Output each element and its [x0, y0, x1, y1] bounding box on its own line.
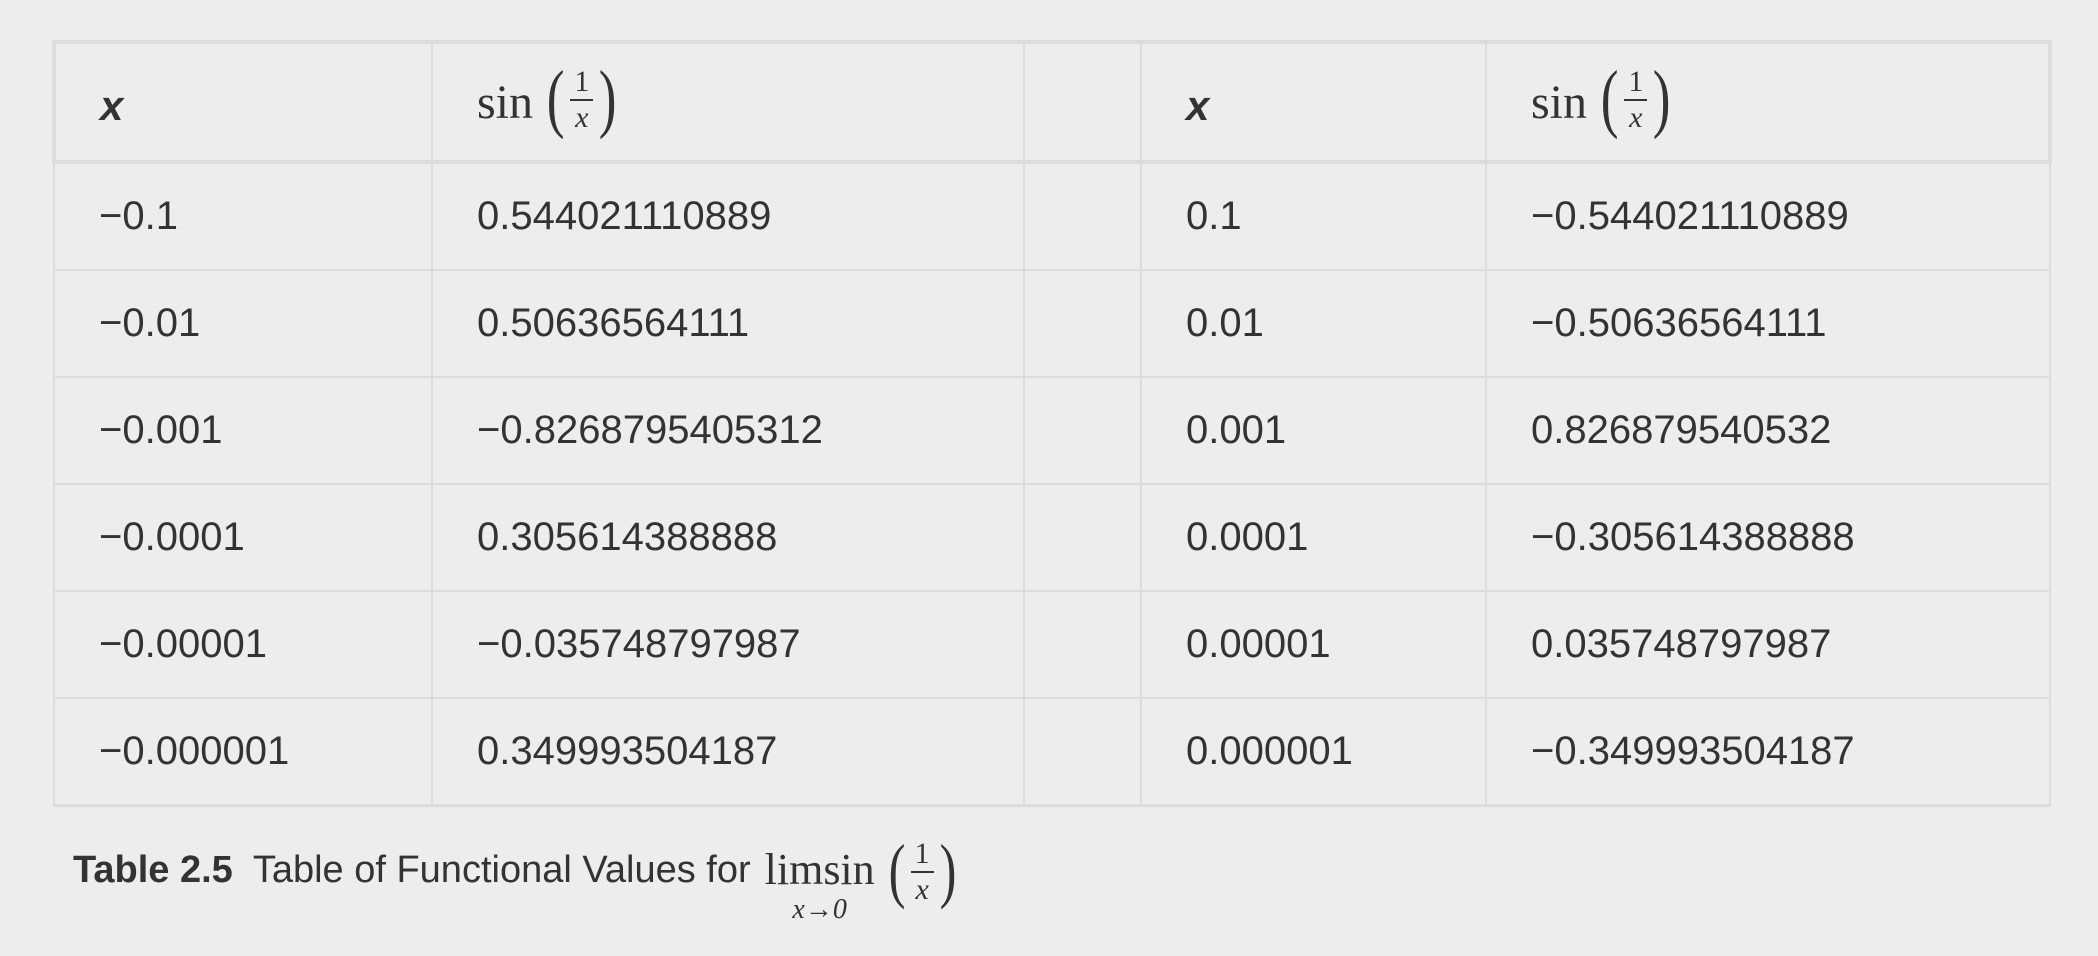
- cell-pos-value: −0.50636564111: [1485, 269, 2051, 378]
- header-sin-negative: sin ( 1 x ): [431, 40, 1025, 164]
- sin-one-over-x-expression: sin ( 1 x ): [1531, 56, 1671, 140]
- caption-label: Table 2.5: [73, 849, 233, 891]
- cell-pos-x: 0.00001: [1140, 590, 1487, 699]
- cell-pos-x: 0.000001: [1140, 697, 1487, 807]
- cell-pos-value: −0.305614388888: [1485, 483, 2051, 592]
- table-row: −0.0001 0.305614388888 0.0001 −0.3056143…: [53, 483, 2051, 592]
- table-row: −0.000001 0.349993504187 0.000001 −0.349…: [53, 697, 2051, 807]
- cell-pos-x: 0.1: [1140, 161, 1487, 271]
- gap-cell: [1023, 483, 1142, 592]
- gap-cell: [1023, 697, 1142, 807]
- cell-neg-value: −0.035748797987: [431, 590, 1025, 699]
- functional-values-table-container: x sin ( 1 x ) x sin: [52, 40, 2052, 807]
- cell-neg-value: 0.50636564111: [431, 269, 1025, 378]
- cell-neg-x: −0.0001: [53, 483, 433, 592]
- table-caption: Table 2.5 Table of Functional Values for…: [73, 834, 960, 924]
- cell-neg-x: −0.1: [53, 161, 433, 271]
- cell-pos-x: 0.001: [1140, 376, 1487, 485]
- table-row: −0.01 0.50636564111 0.01 −0.50636564111: [53, 269, 2051, 378]
- caption-text: Table of Functional Values for: [252, 849, 751, 891]
- cell-pos-x: 0.01: [1140, 269, 1487, 378]
- gap-cell: [1023, 590, 1142, 699]
- cell-neg-value: 0.349993504187: [431, 697, 1025, 807]
- header-x-negative: x: [52, 40, 433, 164]
- cell-neg-x: −0.000001: [53, 697, 433, 807]
- fraction: 1 x: [910, 838, 934, 906]
- sin-one-over-x-expression: sin ( 1 x ): [477, 56, 617, 140]
- cell-pos-value: −0.544021110889: [1485, 161, 2051, 271]
- cell-pos-x: 0.0001: [1140, 483, 1487, 592]
- functional-values-table: x sin ( 1 x ) x sin: [52, 40, 2052, 807]
- gap-cell: [1023, 161, 1142, 271]
- table-row: −0.001 −0.8268795405312 0.001 0.82687954…: [53, 376, 2051, 485]
- caption-fraction-expression: ( 1 x ): [888, 830, 957, 910]
- table-row: −0.00001 −0.035748797987 0.00001 0.03574…: [53, 590, 2051, 699]
- cell-neg-value: 0.544021110889: [431, 161, 1025, 271]
- gap-cell: [1023, 269, 1142, 378]
- header-gap: [1023, 40, 1142, 164]
- cell-pos-value: 0.826879540532: [1485, 376, 2051, 485]
- fraction: 1 x: [570, 66, 594, 134]
- header-sin-positive: sin ( 1 x ): [1485, 40, 2052, 164]
- limit-expression: limsin x→0: [764, 845, 875, 925]
- limit-subscript: x→0: [792, 894, 847, 925]
- cell-pos-value: −0.349993504187: [1485, 697, 2051, 807]
- cell-neg-value: −0.8268795405312: [431, 376, 1025, 485]
- header-x-positive: x: [1140, 40, 1487, 164]
- fraction: 1 x: [1624, 66, 1648, 134]
- cell-neg-x: −0.01: [53, 269, 433, 378]
- table-header-row: x sin ( 1 x ) x sin: [52, 40, 2052, 164]
- gap-cell: [1023, 376, 1142, 485]
- cell-neg-value: 0.305614388888: [431, 483, 1025, 592]
- cell-neg-x: −0.001: [53, 376, 433, 485]
- cell-neg-x: −0.00001: [53, 590, 433, 699]
- table-row: −0.1 0.544021110889 0.1 −0.544021110889: [53, 161, 2051, 271]
- cell-pos-value: 0.035748797987: [1485, 590, 2051, 699]
